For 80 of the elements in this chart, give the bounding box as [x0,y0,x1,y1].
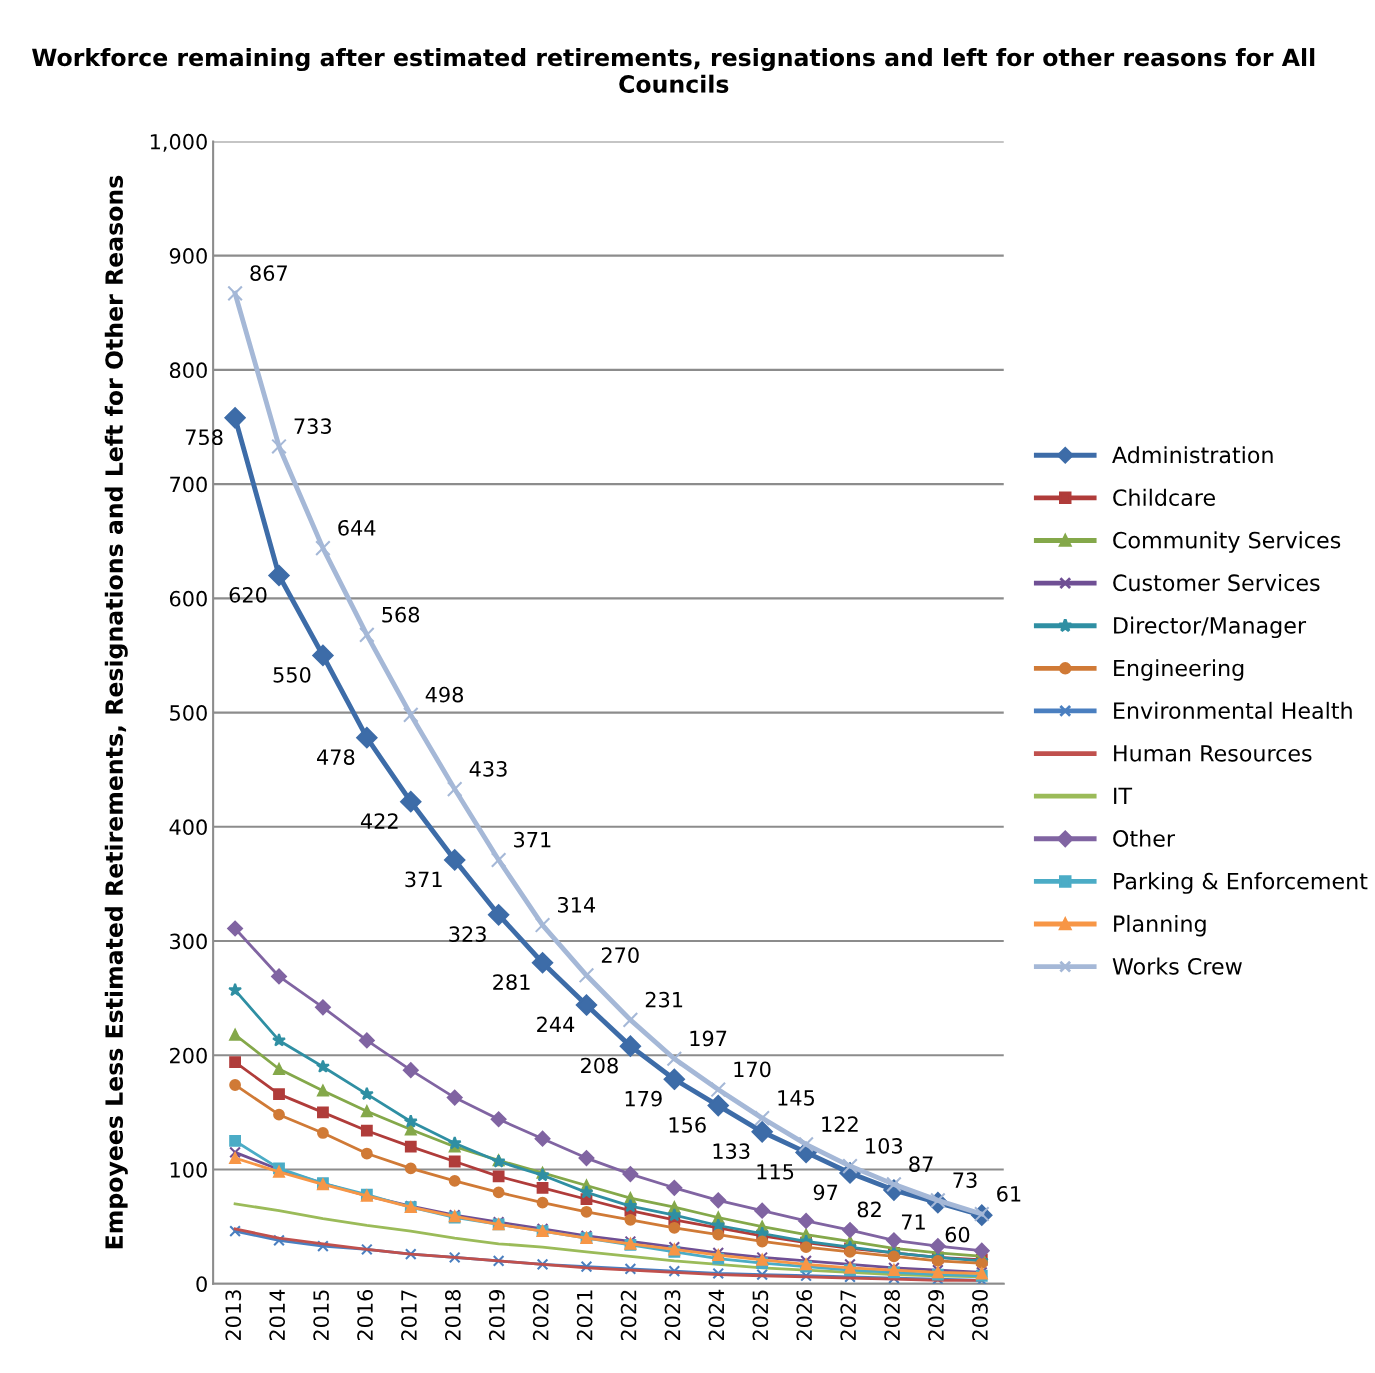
y-tick-label: 400 [169,819,207,836]
x-tick-label: 2016 [357,1289,373,1341]
x-tick-label: 2021 [576,1290,593,1341]
data-label: 323 [449,926,486,943]
legend-label: Customer Services [1113,573,1320,592]
data-label: 371 [514,831,551,848]
legend-label: Administration [1112,446,1273,464]
y-tick-label: 600 [169,590,207,607]
data-label: 422 [360,813,398,829]
data-label: 170 [734,1061,771,1078]
x-tick-label: 2022 [620,1290,637,1341]
data-label: 145 [778,1090,814,1106]
x-tick-label: 2020 [532,1290,549,1341]
x-tick-label: 2023 [664,1290,681,1341]
y-tick-label: 700 [170,476,207,493]
data-label: 314 [558,896,596,913]
y-tick-label: 500 [170,705,207,721]
x-tick-label: 2027 [840,1290,857,1341]
data-label: 60 [945,1226,970,1243]
legend-label: Environmental Health [1114,701,1352,720]
data-label: 644 [338,519,376,536]
x-tick-label: 2025 [752,1290,769,1341]
x-tick-label: 2024 [708,1289,725,1341]
data-label: 498 [425,686,464,703]
legend-label: Human Resources [1114,745,1312,762]
data-label: 71 [901,1214,925,1230]
legend-label: Community Services [1113,531,1341,553]
legend-label: Planning [1114,914,1206,937]
x-tick-label: 2019 [488,1290,505,1341]
x-tick-label: 2013 [225,1290,242,1341]
data-label: 156 [669,1117,706,1133]
chart-title: Workforce remaining after estimated retirements, resignations and left for other reasons for All Councils [32,48,1315,93]
data-label: 231 [645,991,683,1008]
data-label: 61 [997,1185,1021,1202]
y-tick-label: 0 [196,1276,207,1292]
legend-label: Works Crew [1112,957,1242,975]
data-label: 244 [537,1016,575,1032]
data-label: 281 [493,974,530,990]
data-label: 620 [229,586,267,603]
data-label: 550 [273,666,311,683]
data-label: 82 [857,1201,881,1218]
data-label: 122 [822,1116,858,1132]
data-label: 478 [317,749,355,765]
data-label: 733 [294,418,331,435]
legend-label: Director/Manager [1114,616,1307,639]
data-label: 97 [813,1184,838,1201]
data-label: 133 [713,1143,750,1160]
x-tick-label: 2014 [269,1289,286,1341]
y-tick-label: 1,000 [150,133,207,152]
x-tick-label: 2015 [313,1290,329,1341]
data-label: 270 [601,947,639,963]
y-tick-label: 100 [170,1161,207,1178]
x-tick-label: 2030 [972,1290,988,1341]
x-tick-label: 2028 [884,1290,900,1341]
y-tick-label: 300 [170,933,207,950]
data-label: 758 [185,429,223,446]
data-label: 179 [625,1090,662,1107]
y-tick-label: 200 [170,1047,207,1064]
data-label: 371 [405,871,442,888]
data-label: 568 [382,606,420,623]
legend-label: IT [1114,787,1133,804]
legend-label: Parking & Enforcement [1114,872,1368,894]
legend-label: Childcare [1113,488,1215,506]
y-tick-label: 900 [169,248,207,264]
legend-label: Other [1113,829,1176,847]
legend-label: Engineering [1114,659,1244,681]
x-tick-label: 2029 [928,1290,944,1341]
data-label: 73 [953,1172,977,1188]
data-label: 867 [250,265,287,281]
data-label: 197 [690,1030,727,1047]
x-tick-label: 2026 [796,1289,813,1341]
data-label: 115 [757,1164,794,1180]
y-axis-title: Empoyees Less Estimated Retirements, Resignations and Left for Other Reasons [104,175,128,1249]
data-label: 87 [909,1156,933,1172]
y-tick-label: 800 [169,362,207,379]
data-label: 103 [866,1137,902,1154]
x-tick-label: 2017 [401,1290,417,1341]
x-tick-label: 2018 [444,1290,461,1341]
data-label: 208 [581,1057,618,1074]
data-label: 433 [469,761,507,777]
